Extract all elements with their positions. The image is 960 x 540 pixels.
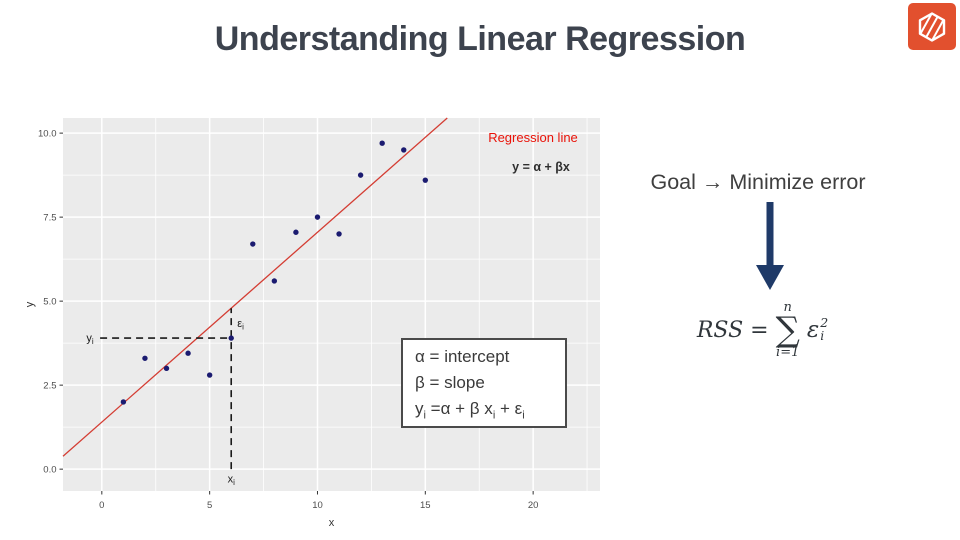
regression-equation-label: y = α + βx: [512, 160, 570, 174]
epsilon-squared-term: ε 2 i: [806, 316, 828, 343]
model-equation: yi =α + β xi + εi: [415, 396, 565, 428]
epsilon-base: ε: [806, 317, 820, 343]
model-eq-sub: i: [492, 409, 496, 422]
data-point: [271, 278, 278, 284]
y-tick-label: 0.0: [43, 464, 56, 475]
y-tick-label: 5.0: [43, 296, 56, 307]
y-axis-title: y: [24, 301, 36, 307]
xi-label: xi: [228, 474, 236, 488]
epsilon-subscript: i: [820, 328, 825, 343]
data-point: [228, 335, 234, 341]
data-point: [357, 172, 364, 178]
y-tick-label: 2.5: [43, 380, 56, 391]
sum-upper-limit: n: [783, 299, 792, 315]
data-point: [293, 229, 299, 235]
yi-label: yi: [86, 333, 94, 347]
x-tick-label: 20: [528, 500, 539, 511]
summation-symbol: n ∑ i=1: [776, 301, 800, 359]
sigma-glyph: ∑: [775, 309, 800, 350]
model-eq-sub: i: [423, 409, 426, 422]
x-tick-label: 0: [99, 500, 104, 511]
y-tick-label: 10.0: [38, 128, 57, 139]
definitions-box: α = intercept β = slope yi =α + β xi + ε…: [401, 338, 567, 428]
data-point: [185, 350, 191, 356]
sum-lower-limit: i=1: [776, 345, 800, 361]
goal-text: Goal → Minimize error: [650, 170, 866, 194]
epsilon-scripts: 2 i: [820, 316, 828, 342]
y-tick-label: 7.5: [43, 212, 56, 223]
alpha-definition: α = intercept: [415, 347, 510, 366]
data-point: [422, 177, 429, 183]
model-eq-part: =α + β x: [425, 399, 493, 418]
rss-formula: RSS = n ∑ i=1 ε 2 i: [655, 286, 870, 374]
beta-definition: β = slope: [415, 373, 485, 392]
data-point: [120, 399, 127, 405]
data-point: [401, 147, 407, 153]
x-tick-label: 5: [207, 500, 212, 511]
rss-lhs: RSS =: [696, 317, 769, 343]
brand-logo: [908, 3, 956, 50]
hexagon-stripes-icon: [918, 11, 946, 42]
data-point: [250, 241, 256, 247]
data-point: [379, 140, 385, 146]
x-tick-label: 10: [312, 500, 323, 511]
page-title: Understanding Linear Regression: [214, 20, 746, 58]
down-arrow-icon: [756, 202, 784, 290]
data-point: [142, 355, 148, 361]
epsilon-label: εi: [237, 318, 244, 332]
x-axis-title: x: [329, 517, 335, 529]
model-eq-sub: i: [522, 409, 525, 422]
data-point: [206, 372, 213, 378]
data-point: [163, 365, 170, 372]
model-eq-part: y: [415, 399, 424, 418]
x-tick-label: 15: [420, 500, 431, 511]
data-point: [314, 214, 321, 220]
epsilon-superscript: 2: [820, 314, 829, 330]
regression-line: [62, 117, 448, 457]
model-eq-part: + ε: [495, 399, 523, 418]
data-point: [336, 231, 342, 237]
regression-line-label: Regression line: [488, 130, 578, 145]
